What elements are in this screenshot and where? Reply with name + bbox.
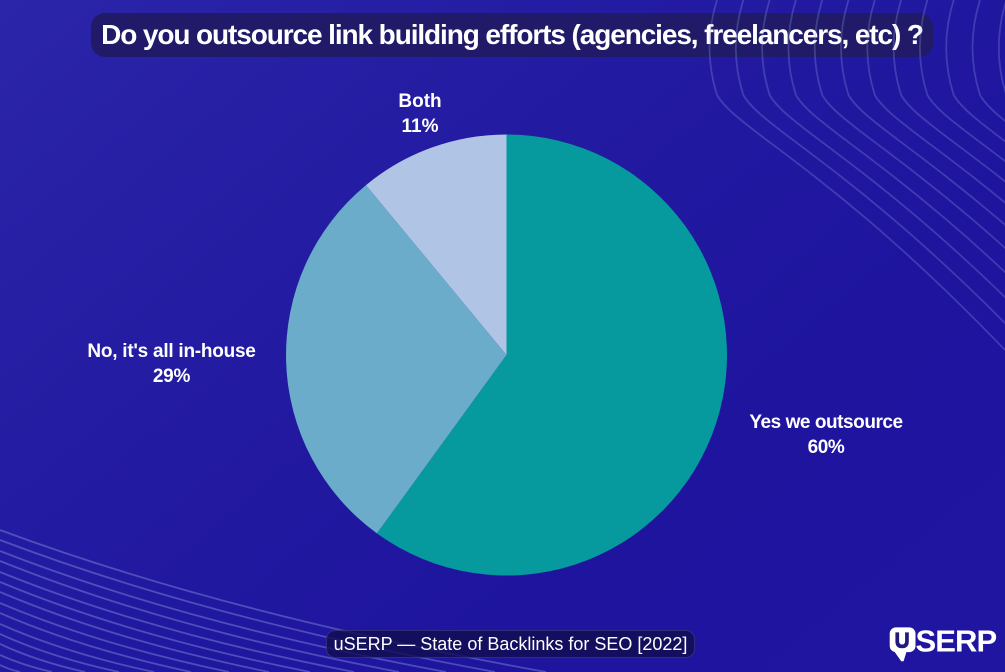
svg-text:SERP: SERP	[916, 623, 997, 658]
